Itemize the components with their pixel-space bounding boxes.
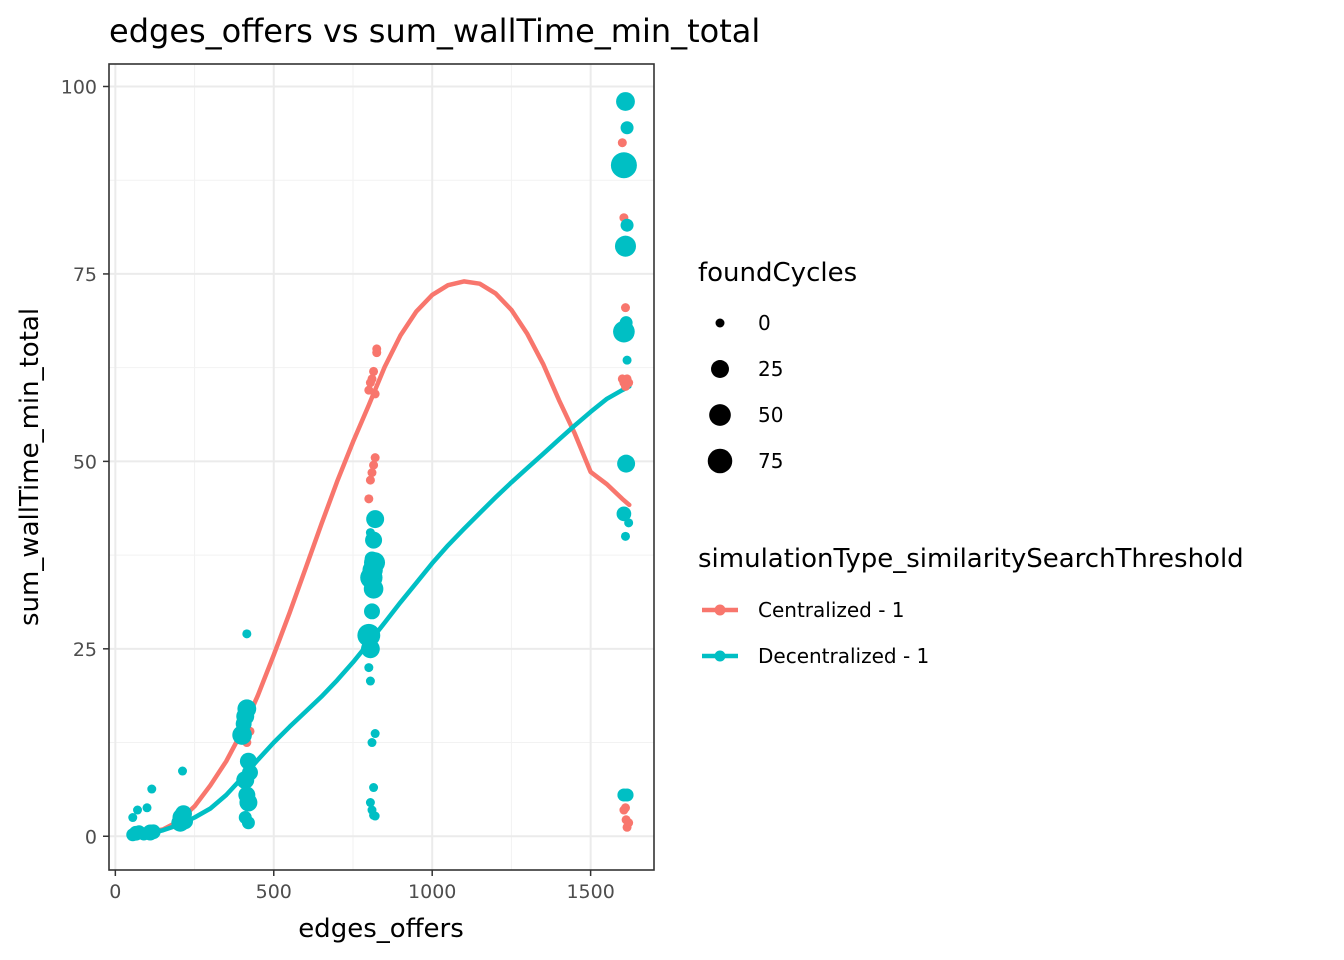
color-legend-label: Decentralized - 1 <box>758 644 929 668</box>
data-point-decentralized <box>620 218 634 232</box>
data-point-decentralized <box>133 805 143 815</box>
size-legend-key <box>707 448 733 474</box>
size-legend-key <box>715 318 725 328</box>
data-point-centralized <box>369 366 379 376</box>
data-point-decentralized <box>364 663 374 673</box>
major-gridlines <box>109 64 654 870</box>
y-axis: 0 25 50 75 100 <box>61 76 109 848</box>
data-point-decentralized <box>137 827 151 841</box>
size-legend-label: 75 <box>758 449 783 473</box>
color-legend-title: simulationType_similaritySearchThreshold <box>698 544 1244 574</box>
data-point-decentralized <box>620 788 634 802</box>
data-point-decentralized <box>370 811 380 821</box>
y-tick-label: 50 <box>73 451 97 473</box>
data-point-centralized <box>370 389 380 399</box>
data-point-decentralized <box>610 152 637 179</box>
x-tick-label: 500 <box>256 881 292 903</box>
x-tick-label: 1000 <box>408 881 456 903</box>
smooth-line-centralized <box>132 279 632 838</box>
data-point-decentralized <box>178 766 188 776</box>
data-point-decentralized <box>620 531 630 541</box>
chart-title: edges_offers vs sum_wallTime_min_total <box>109 12 760 50</box>
data-point-decentralized <box>363 579 384 599</box>
data-point-decentralized <box>362 559 383 581</box>
data-point-centralized <box>624 378 634 388</box>
data-point-decentralized <box>147 784 157 794</box>
size-legend-label: 50 <box>758 403 783 427</box>
data-point-decentralized <box>369 783 379 793</box>
data-point-centralized <box>369 460 379 470</box>
data-point-centralized <box>372 348 382 358</box>
data-point-centralized <box>370 453 380 463</box>
data-point-decentralized <box>361 639 380 659</box>
data-point-decentralized <box>370 729 380 739</box>
size-legend-key <box>709 404 731 426</box>
data-point-decentralized <box>614 235 636 257</box>
plot-background <box>109 64 654 870</box>
data-point-decentralized <box>367 738 377 748</box>
data-point-decentralized <box>620 121 634 135</box>
y-tick-label: 25 <box>73 639 97 661</box>
y-tick-label: 100 <box>61 76 97 98</box>
data-point-decentralized <box>365 528 375 538</box>
data-point-centralized <box>367 374 377 384</box>
x-tick-label: 0 <box>109 881 121 903</box>
x-axis: 0 500 1000 1500 <box>109 870 615 903</box>
size-legend-title: foundCycles <box>698 258 857 288</box>
data-point-decentralized <box>364 603 380 620</box>
data-points <box>126 92 637 842</box>
data-point-centralized <box>367 468 377 478</box>
y-tick-label: 75 <box>73 264 97 286</box>
data-point-decentralized <box>241 816 255 830</box>
color-legend-point <box>714 604 726 616</box>
data-point-decentralized <box>235 715 252 732</box>
data-point-decentralized <box>242 764 258 781</box>
plot-panel <box>108 63 655 871</box>
data-point-decentralized <box>238 786 256 804</box>
size-legend-label: 25 <box>758 357 783 381</box>
data-point-decentralized <box>128 813 138 823</box>
data-point-decentralized <box>619 316 633 330</box>
y-tick-label: 0 <box>85 826 97 848</box>
data-point-decentralized <box>622 355 632 365</box>
size-legend-label: 0 <box>758 311 771 335</box>
data-point-decentralized <box>177 813 194 830</box>
x-axis-title: edges_offers <box>298 914 464 944</box>
data-point-decentralized <box>366 510 385 529</box>
x-tick-label: 1500 <box>566 881 614 903</box>
data-point-decentralized <box>365 798 375 808</box>
y-axis-title: sum_wallTime_min_total <box>15 308 45 626</box>
data-point-decentralized <box>365 676 375 686</box>
data-point-centralized <box>620 803 630 813</box>
data-point-decentralized <box>617 454 636 473</box>
data-point-decentralized <box>624 518 634 528</box>
size-legend-key <box>711 360 729 378</box>
smooth-lines <box>130 279 632 838</box>
size-legend: foundCycles 0 25 50 75 <box>698 258 857 474</box>
smooth-line-decentralized <box>130 384 632 838</box>
data-point-decentralized <box>616 506 632 522</box>
data-point-centralized <box>624 818 634 828</box>
data-point-centralized <box>620 303 630 313</box>
data-point-centralized <box>364 494 374 504</box>
data-point-centralized <box>365 475 375 485</box>
color-legend-label: Centralized - 1 <box>758 598 905 622</box>
data-point-decentralized <box>364 551 380 567</box>
data-point-decentralized <box>242 629 252 639</box>
color-legend-point <box>714 650 726 662</box>
data-point-decentralized <box>616 92 635 111</box>
data-point-decentralized <box>142 803 152 813</box>
color-legend: simulationType_similaritySearchThreshold… <box>698 544 1244 668</box>
plot-border <box>108 63 655 871</box>
data-point-centralized <box>617 138 627 148</box>
